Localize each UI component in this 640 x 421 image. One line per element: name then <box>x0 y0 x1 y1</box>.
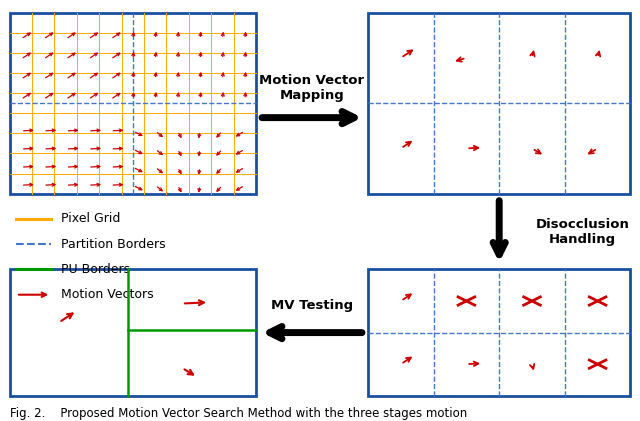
Bar <box>10 13 256 194</box>
Bar <box>368 269 630 396</box>
Text: Pixel Grid: Pixel Grid <box>61 213 120 225</box>
Text: PU Borders: PU Borders <box>61 263 130 276</box>
Text: MV Testing: MV Testing <box>271 299 353 312</box>
Text: Motion Vector
Mapping: Motion Vector Mapping <box>259 74 365 102</box>
Text: Disocclusion
Handling: Disocclusion Handling <box>536 218 629 245</box>
Bar <box>10 269 256 396</box>
Text: Fig. 2.    Proposed Motion Vector Search Method with the three stages motion: Fig. 2. Proposed Motion Vector Search Me… <box>10 407 467 420</box>
Bar <box>368 13 630 194</box>
Text: Motion Vectors: Motion Vectors <box>61 288 154 301</box>
Text: Partition Borders: Partition Borders <box>61 238 165 250</box>
